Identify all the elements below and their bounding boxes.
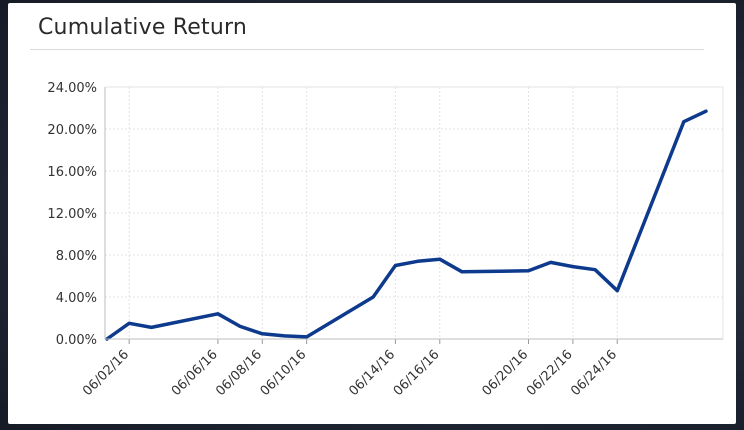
grid-lines bbox=[105, 86, 723, 339]
x-tick-label: 06/16/16 bbox=[391, 347, 443, 399]
series-line bbox=[105, 109, 708, 341]
y-tick-label: 12.00% bbox=[47, 207, 97, 222]
x-tick-label: 06/22/16 bbox=[524, 347, 576, 399]
y-axis-ticks: 0.00% 4.00% 8.00% 12.00% 16.00% 20.00% 24.00% bbox=[47, 81, 97, 348]
chart-title: Cumulative Return bbox=[38, 15, 247, 40]
x-tick-label: 06/24/16 bbox=[568, 347, 620, 399]
x-tick-label: 06/14/16 bbox=[346, 347, 398, 399]
y-tick-label: 0.00% bbox=[56, 333, 97, 348]
line-chart: 0.00%4.00%8.00%12.00%16.00%20.00%24.00% … bbox=[47, 81, 724, 399]
x-tick-label: 06/02/16 bbox=[80, 347, 132, 399]
title-divider bbox=[30, 49, 704, 50]
y-tick-label: 8.00% bbox=[56, 249, 97, 264]
x-tick-label: 06/10/16 bbox=[258, 347, 310, 399]
x-tick-label: 06/08/16 bbox=[213, 347, 265, 399]
plot-frame bbox=[104, 86, 724, 340]
x-tick-label: 06/20/16 bbox=[479, 347, 531, 399]
y-tick-label: 24.00% bbox=[47, 81, 97, 96]
y-tick-label: 4.00% bbox=[56, 291, 97, 306]
y-tick-label: 20.00% bbox=[47, 123, 97, 138]
chart-panel: Cumulative Return 0.00% 4.00% 8.00% 12.00% 1… bbox=[8, 3, 736, 424]
x-tick-label: 06/06/16 bbox=[169, 347, 221, 399]
y-tick-label: 16.00% bbox=[47, 165, 97, 180]
